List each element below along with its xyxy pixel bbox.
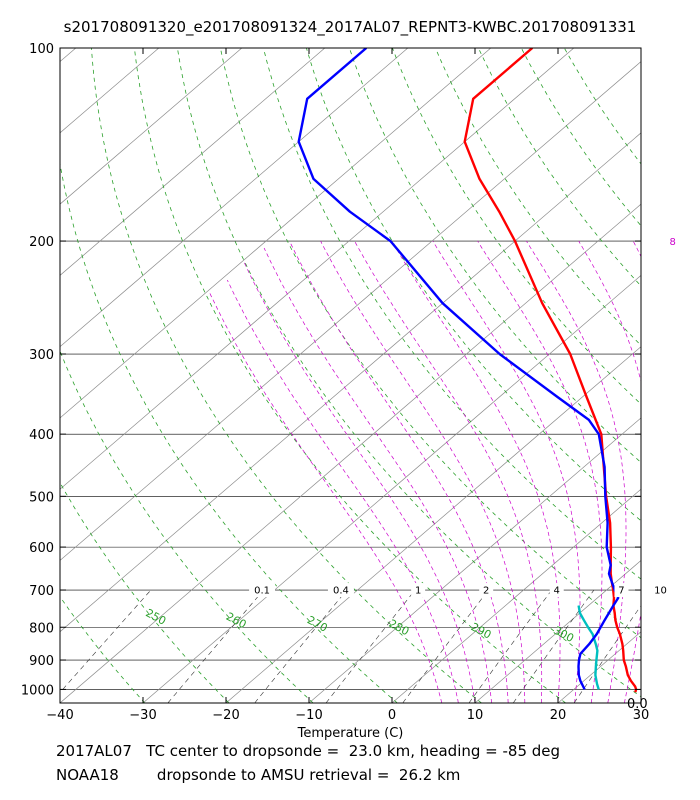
moist-adiabat-line	[477, 240, 603, 703]
dry-adiabat-line	[177, 48, 641, 698]
mixing-ratio-label: 10	[654, 586, 667, 597]
axes: −40 −30 −20 −10 0 10 20 30 100 200 300 400 500 600 700…	[21, 42, 649, 741]
x-tick-label: 10	[467, 708, 484, 723]
series-dewpoint-sonde	[577, 605, 600, 690]
mixing-ratio-label-bg	[650, 583, 671, 598]
isotherm-line	[391, 488, 641, 703]
series-lines	[297, 48, 638, 693]
x-axis-label: Temperature (C)	[297, 726, 404, 741]
mixing-ratio-label-bg	[249, 583, 276, 598]
mixing-ratio-label: 0.4	[333, 586, 349, 597]
isotherm-line	[474, 560, 641, 703]
mixing-ratio-line	[325, 589, 416, 703]
isotherm-line	[308, 417, 641, 703]
isotherm-line	[60, 48, 243, 205]
dry-adiabat-line	[60, 161, 398, 703]
x-tick-label: −40	[46, 708, 73, 723]
isotherm-line	[60, 132, 641, 633]
moist-adiabat-label-bg	[665, 235, 681, 248]
x-tick-label: −20	[212, 708, 239, 723]
y-tick-label: 600	[29, 541, 54, 556]
corner-label: 0.0	[627, 697, 648, 712]
y-tick-label: 100	[29, 42, 54, 57]
mixing-ratio-label: 1	[415, 586, 421, 597]
dry-adiabat-line	[60, 349, 314, 703]
mixing-ratio-line	[60, 589, 152, 693]
series-dewpoint-retrieval	[297, 48, 620, 690]
isotherm-line	[60, 203, 641, 703]
moist-adiabat-line	[208, 291, 443, 703]
moist-adiabat-line	[432, 240, 581, 703]
chart-title: s201708091320_e201708091324_2017AL07_REP…	[63, 18, 637, 36]
y-tick-label: 800	[29, 621, 54, 636]
plot-area	[60, 48, 641, 703]
mixing-ratio-label-bg	[614, 583, 629, 598]
y-tick-label: 300	[29, 348, 54, 363]
moist-adiabat-line	[289, 240, 509, 703]
mixing-ratio-line	[512, 589, 595, 703]
y-tick-label: 500	[29, 490, 54, 505]
mixing-ratio-label: 7	[618, 586, 624, 597]
y-tick-label: 700	[29, 584, 54, 599]
dry-adiabat-line	[60, 701, 62, 703]
caption-line-2: NOAA18 dropsonde to AMSU retrieval = 26.…	[56, 766, 461, 784]
y-tick-label: 200	[29, 235, 54, 250]
x-tick-label: 30	[633, 708, 650, 723]
moist-adiabat-line	[226, 279, 459, 703]
mixing-ratio-label: 2	[483, 586, 489, 597]
moist-adiabat-line	[320, 240, 526, 703]
caption-line-1: 2017AL07 TC center to dropsonde = 23.0 k…	[56, 742, 561, 760]
moist-adiabat-label: 8	[669, 237, 675, 248]
x-tick-label: −10	[295, 708, 322, 723]
dry-adiabat-line	[134, 48, 566, 703]
isotherm-line	[60, 61, 641, 561]
mixing-ratio-line	[167, 589, 264, 703]
moist-adiabat-line	[263, 247, 492, 703]
y-tick-label: 400	[29, 428, 54, 443]
y-tick-label: 900	[29, 654, 54, 669]
dry-adiabat-line	[60, 481, 230, 703]
dry-adiabat-line	[306, 48, 641, 522]
mixing-ratio-line	[468, 589, 552, 703]
mixing-ratio-label: 4	[554, 586, 560, 597]
mixing-ratio-label-bg	[549, 583, 564, 598]
x-tick-label: −30	[129, 708, 156, 723]
mixing-ratio-line	[254, 589, 348, 703]
isotherm-line	[60, 48, 575, 490]
mixing-ratio-label-bg	[411, 583, 426, 598]
isotherm-line	[60, 48, 326, 276]
mixing-ratio-line	[573, 605, 641, 703]
mixing-ratio-label: 0.1	[254, 586, 270, 597]
dry-adiabat-line	[220, 48, 641, 639]
isotherm-line	[640, 702, 641, 703]
x-tick-label: 20	[550, 708, 567, 723]
dry-adiabat-line	[435, 48, 641, 346]
y-tick-label: 1000	[21, 683, 54, 698]
grid-lines	[60, 48, 700, 703]
plot-frame	[59, 47, 642, 704]
moist-adiabat-line	[674, 241, 700, 703]
x-tick-label: 0	[388, 708, 396, 723]
plot-background	[60, 48, 641, 703]
mixing-ratio-label-bg	[479, 583, 494, 598]
dry-adiabat-line	[392, 48, 641, 405]
mixing-ratio-line	[402, 589, 489, 703]
moist-adiabat-line	[526, 240, 627, 703]
moist-adiabat-line	[658, 241, 700, 703]
mixing-ratio-label-bg	[327, 583, 354, 598]
moist-adiabat-line	[354, 240, 543, 703]
isotherm-line	[60, 48, 492, 419]
isotherm-line	[60, 48, 409, 348]
moist-adiabat-line	[243, 261, 476, 703]
